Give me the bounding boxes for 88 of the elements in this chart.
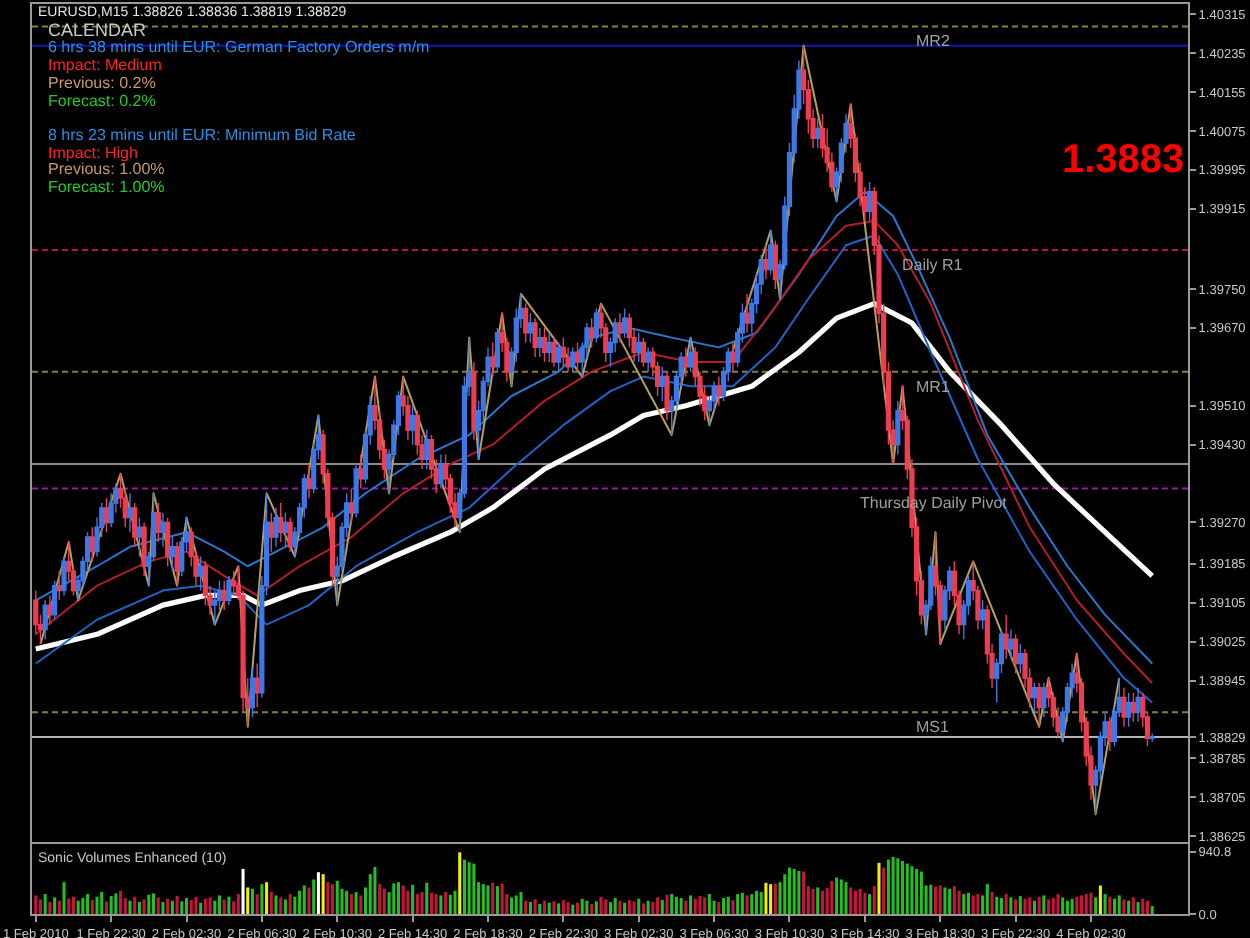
candlestick bbox=[866, 181, 873, 222]
candlestick bbox=[744, 293, 750, 334]
candlestick bbox=[768, 229, 774, 276]
candlestick bbox=[33, 589, 39, 636]
candlestick bbox=[1135, 687, 1141, 723]
candlestick bbox=[1017, 643, 1023, 674]
candlestick bbox=[61, 555, 67, 597]
candlestick bbox=[1126, 691, 1132, 728]
candlestick bbox=[565, 346, 571, 373]
candlestick bbox=[683, 346, 689, 378]
candlestick bbox=[532, 317, 538, 358]
candlestick bbox=[815, 118, 821, 149]
candlestick bbox=[353, 463, 359, 519]
candlestick bbox=[570, 346, 576, 373]
candlestick bbox=[306, 463, 312, 499]
candlestick bbox=[358, 453, 364, 490]
candlestick bbox=[103, 497, 110, 533]
candlestick bbox=[1031, 682, 1038, 713]
candlestick bbox=[617, 312, 623, 344]
candlestick bbox=[249, 667, 256, 718]
candlestick bbox=[141, 521, 147, 577]
candlestick bbox=[640, 336, 647, 368]
annotation: Forecast: 0.2% bbox=[48, 92, 156, 110]
candlestick bbox=[254, 662, 260, 708]
candlestick bbox=[895, 400, 901, 456]
candlestick bbox=[1013, 633, 1019, 674]
candlestick bbox=[438, 453, 444, 490]
annotation: Previous: 1.00% bbox=[48, 160, 165, 178]
candlestick bbox=[687, 336, 694, 373]
annotation: Forecast: 1.00% bbox=[48, 178, 165, 196]
candlestick bbox=[282, 512, 289, 548]
ref-line-label: MS1 bbox=[916, 718, 950, 736]
candlestick bbox=[42, 599, 48, 640]
candlestick bbox=[1121, 687, 1127, 728]
candlestick bbox=[198, 555, 204, 592]
candlestick bbox=[537, 327, 543, 358]
candlestick bbox=[1041, 682, 1047, 718]
candlestick bbox=[593, 307, 599, 344]
candlestick bbox=[1149, 732, 1155, 743]
line-series bbox=[33, 301, 1155, 652]
candlestick bbox=[174, 541, 180, 587]
candlestick bbox=[730, 341, 736, 373]
candlestick bbox=[132, 502, 138, 548]
candlestick bbox=[716, 375, 722, 407]
candlestick bbox=[169, 536, 175, 572]
candlestick bbox=[1008, 628, 1014, 660]
candlestick bbox=[551, 336, 557, 368]
candlestick bbox=[160, 512, 166, 548]
candlestick bbox=[556, 341, 562, 373]
candlestick bbox=[47, 594, 53, 626]
candlestick bbox=[165, 516, 171, 567]
candlestick bbox=[136, 516, 142, 558]
candlestick bbox=[494, 327, 500, 373]
annotation: Previous: 0.2% bbox=[48, 74, 156, 92]
candlestick bbox=[645, 346, 651, 373]
candlestick bbox=[127, 492, 133, 533]
candlestick bbox=[410, 405, 416, 446]
annotation: 8 hrs 23 mins until EUR: Minimum Bid Rate bbox=[48, 126, 357, 144]
candlestick bbox=[471, 361, 477, 441]
candlestick bbox=[287, 516, 293, 553]
candlestick bbox=[1036, 682, 1042, 728]
candlestick bbox=[763, 244, 769, 280]
candlestick bbox=[659, 366, 665, 402]
candlestick bbox=[226, 575, 232, 606]
candlestick bbox=[636, 332, 642, 363]
candlestick bbox=[56, 570, 62, 601]
candlestick bbox=[560, 336, 566, 368]
candlestick bbox=[546, 332, 552, 363]
annotation: Impact: Medium bbox=[48, 56, 163, 74]
text: CALENDAR bbox=[48, 20, 148, 40]
annotation: 1.3883 bbox=[1062, 138, 1185, 182]
candlestick bbox=[1107, 716, 1113, 752]
candlestick bbox=[348, 487, 354, 524]
candlestick bbox=[273, 507, 279, 548]
candlestick bbox=[490, 341, 496, 378]
candlestick bbox=[108, 492, 114, 529]
candlestick bbox=[527, 312, 533, 344]
candlestick bbox=[424, 429, 430, 470]
annotation: Impact: High bbox=[48, 144, 138, 162]
candlestick bbox=[664, 370, 670, 422]
candlestick bbox=[574, 341, 581, 373]
candlestick bbox=[622, 307, 628, 339]
candlestick bbox=[155, 502, 161, 543]
candlestick bbox=[541, 327, 548, 363]
candlestick bbox=[52, 580, 58, 621]
candlestick bbox=[212, 589, 218, 626]
candlestick bbox=[980, 599, 986, 631]
candlestick bbox=[1003, 614, 1009, 660]
